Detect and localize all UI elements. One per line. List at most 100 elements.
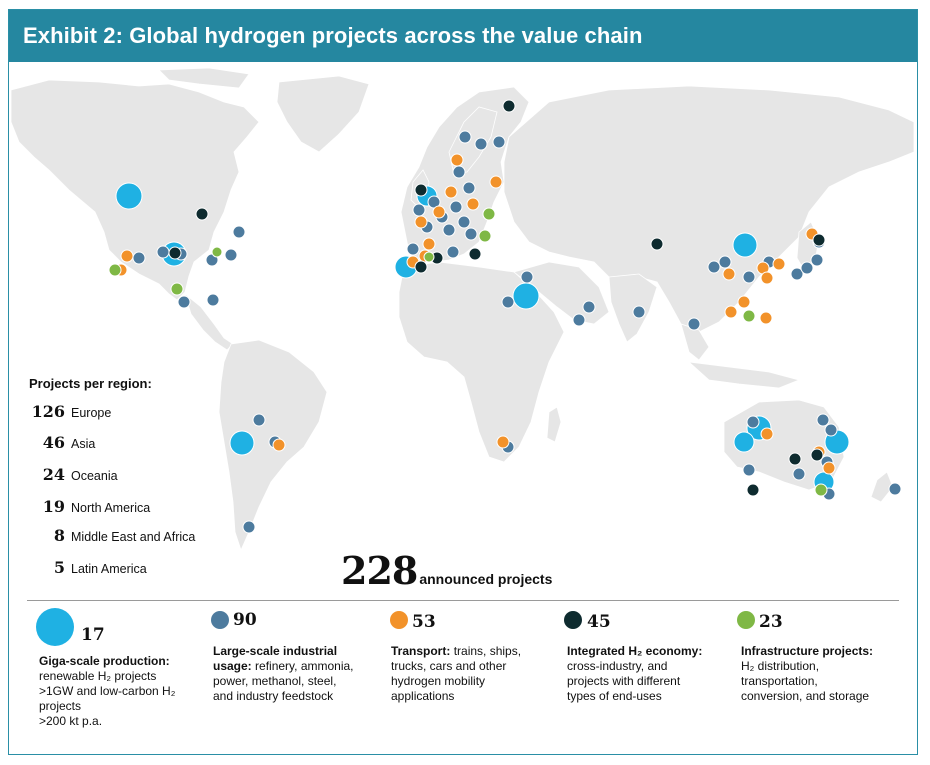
legend-description: Infrastructure projects: H₂ distribution…: [741, 644, 873, 704]
industrial-project-marker: [520, 270, 534, 284]
integrated-dot-icon: [564, 611, 582, 629]
giga-project-marker: [115, 182, 143, 210]
region-name: Europe: [71, 406, 112, 420]
region-name: Asia: [71, 437, 96, 451]
region-name: Middle East and Africa: [71, 530, 196, 544]
legend-title: Integrated H₂ economy:: [567, 644, 703, 658]
transport-project-marker: [432, 205, 446, 219]
legend-line: applications: [391, 689, 455, 703]
legend-line: trucks, cars and other: [391, 659, 507, 673]
project-markers: [108, 99, 902, 534]
region-name: Latin America: [71, 562, 147, 576]
giga-project-marker: [732, 232, 758, 258]
industrial-project-marker: [474, 137, 488, 151]
integrated-project-marker: [810, 448, 824, 462]
transport-project-marker: [489, 175, 503, 189]
legend-title-2: usage: refinery, ammonia,: [213, 659, 354, 673]
legend-count: 53: [412, 612, 436, 632]
arctic-islands: [158, 67, 250, 89]
infrastructure-project-marker: [211, 246, 223, 258]
region-count: 5: [53, 558, 65, 577]
legend-title: Giga-scale production:: [39, 654, 170, 668]
transport-project-marker: [737, 295, 751, 309]
legend-giga-scale: 17 Giga-scale production: renewable H₂ p…: [9, 602, 199, 752]
infrastructure-project-marker: [423, 251, 435, 263]
exhibit-frame: Exhibit 2: Global hydrogen projects acro…: [8, 9, 918, 755]
exhibit-title: Exhibit 2: Global hydrogen projects acro…: [23, 23, 643, 48]
industrial-project-marker: [632, 305, 646, 319]
infrastructure-project-marker: [108, 263, 122, 277]
industrial-project-marker: [462, 181, 476, 195]
industrial-project-marker: [232, 225, 246, 239]
india-landmass: [608, 273, 658, 343]
transport-project-marker: [759, 311, 773, 325]
giga-scale-dot-icon: [36, 608, 74, 646]
legend-title: Large-scale industrial: [213, 644, 338, 658]
legend-description: Giga-scale production: renewable H₂ proj…: [39, 654, 175, 729]
legend-line: >200 kt p.a.: [39, 714, 103, 728]
transport-project-marker: [760, 271, 774, 285]
legend-count: 90: [233, 610, 257, 630]
industrial-dot-icon: [211, 611, 229, 629]
transport-project-marker: [760, 427, 774, 441]
integrated-project-marker: [788, 452, 802, 466]
industrial-project-marker: [746, 415, 760, 429]
legend-divider: [27, 600, 899, 601]
industrial-project-marker: [446, 245, 460, 259]
industrial-project-marker: [406, 242, 420, 256]
integrated-project-marker: [812, 233, 826, 247]
legend-industrial: 90 Large-scale industrial usage: refiner…: [207, 602, 377, 752]
legend-infrastructure: 23 Infrastructure projects: H₂ distribut…: [731, 602, 911, 752]
legend-line: hydrogen mobility: [391, 674, 486, 688]
legend-line: renewable H₂ projects: [39, 669, 157, 683]
industrial-project-marker: [572, 313, 586, 327]
legend-title: Transport: trains, ships,: [391, 644, 522, 658]
infrastructure-dot-icon: [737, 611, 755, 629]
region-name: Oceania: [71, 469, 118, 483]
industrial-project-marker: [449, 200, 463, 214]
indonesia-landmass: [687, 361, 801, 389]
industrial-project-marker: [800, 261, 814, 275]
industrial-project-marker: [457, 215, 471, 229]
legend-line: H₂ distribution,: [741, 659, 820, 673]
transport-project-marker: [444, 185, 458, 199]
total-label: announced projects: [419, 571, 553, 587]
giga-project-marker: [229, 430, 255, 456]
legend-line: projects: [39, 699, 82, 713]
transport-project-marker: [724, 305, 738, 319]
industrial-project-marker: [582, 300, 596, 314]
transport-project-marker: [722, 267, 736, 281]
region-row-latin-america: 5 Latin America: [27, 558, 147, 578]
industrial-project-marker: [824, 423, 838, 437]
legend-count: 45: [587, 612, 611, 632]
greenland-landmass: [276, 75, 370, 153]
region-count: 24: [42, 465, 65, 484]
region-count: 126: [31, 402, 65, 421]
transport-project-marker: [772, 257, 786, 271]
total-projects: 228 announced projects: [341, 548, 552, 593]
industrial-project-marker: [242, 520, 256, 534]
infrastructure-project-marker: [478, 229, 492, 243]
transport-project-marker: [466, 197, 480, 211]
industrial-project-marker: [501, 295, 515, 309]
industrial-project-marker: [458, 130, 472, 144]
transport-project-marker: [822, 461, 836, 475]
transport-project-marker: [422, 237, 436, 251]
transport-project-marker: [414, 215, 428, 229]
legend-count: 23: [759, 612, 783, 632]
industrial-project-marker: [687, 317, 701, 331]
header-bar: Exhibit 2: Global hydrogen projects acro…: [9, 10, 917, 62]
region-count: 46: [42, 433, 65, 452]
infrastructure-project-marker: [482, 207, 496, 221]
integrated-project-marker: [414, 260, 428, 274]
region-name: North America: [71, 501, 151, 515]
industrial-project-marker: [252, 413, 266, 427]
industrial-project-marker: [492, 135, 506, 149]
legend-line: types of end-uses: [567, 689, 662, 703]
legend-line: cross-industry, and: [567, 659, 668, 673]
world-map: [10, 67, 915, 552]
industrial-project-marker: [888, 482, 902, 496]
industrial-project-marker: [792, 467, 806, 481]
legend-title: Infrastructure projects:: [741, 644, 874, 658]
region-row-asia: 46 Asia: [27, 433, 96, 453]
